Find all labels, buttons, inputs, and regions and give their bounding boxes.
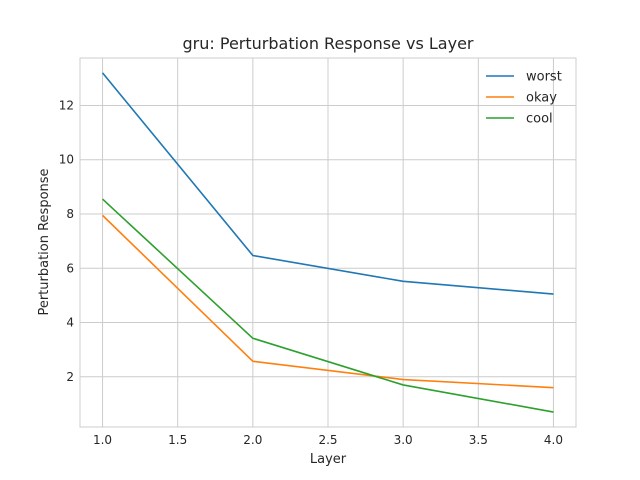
y-tick-label: 12 [59,98,74,112]
series-line-cool [102,198,554,413]
x-tick-label: 4.0 [544,433,563,447]
legend-item-cool: cool [486,112,553,127]
plot-area [79,57,577,428]
legend: worst okay cool [486,70,562,127]
y-tick-label: 6 [66,261,74,275]
series-line-worst [101,72,554,295]
y-tick-label: 2 [66,370,74,384]
grid [80,58,576,427]
y-tick-label: 10 [59,153,74,167]
series-lines [101,72,554,413]
y-axis-ticks: 2 4 6 8 10 12 [59,98,74,383]
y-axis-label: Perturbation Response [37,168,52,315]
x-tick-label: 2.0 [243,433,262,447]
x-axis-label: Layer [310,452,347,467]
x-axis-ticks: 1.0 1.5 2.0 2.5 3.0 3.5 4.0 [93,433,563,447]
x-tick-label: 3.5 [469,433,488,447]
y-tick-label: 4 [66,316,74,330]
legend-label: okay [526,91,557,106]
legend-label: cool [526,112,553,127]
legend-label: worst [526,70,562,85]
legend-item-okay: okay [486,91,557,106]
x-tick-label: 1.5 [168,433,187,447]
legend-item-worst: worst [486,70,562,85]
chart-title: gru: Perturbation Response vs Layer [183,34,474,53]
series-line-okay [101,214,554,389]
x-tick-label: 1.0 [93,433,112,447]
x-tick-label: 3.0 [394,433,413,447]
x-tick-label: 2.5 [318,433,337,447]
y-tick-label: 8 [66,207,74,221]
